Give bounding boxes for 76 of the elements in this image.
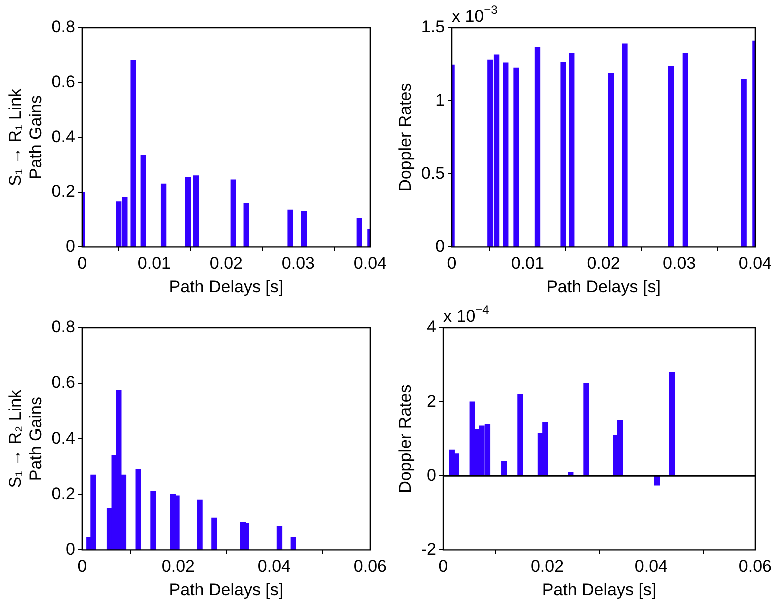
bar (290, 537, 296, 550)
bar (622, 44, 628, 248)
bar (130, 60, 136, 248)
y-axis-title: S₁ → R₁ Link Path Gains (6, 88, 46, 186)
x-axis-title: Path Delays [s] (169, 277, 284, 296)
y-tick-label: 0.4 (52, 127, 76, 146)
bar (503, 62, 509, 248)
x-tick-label: 0.02 (162, 557, 195, 576)
bar (197, 500, 203, 550)
x-tick-label: 0.06 (738, 557, 772, 576)
bar (136, 469, 142, 550)
y-tick-label: -2 (421, 540, 437, 559)
y-tick-label: 0.2 (52, 182, 76, 202)
x-tick-label: 0.04 (258, 557, 291, 576)
y-tick-label: 0.8 (52, 18, 76, 37)
bar (140, 155, 146, 248)
bar (230, 180, 236, 248)
x-tick-label: 0.01 (138, 254, 171, 274)
x-tick-label: 0.04 (354, 254, 388, 274)
y-tick-label: 2 (427, 392, 437, 411)
y-tick-label: 0 (436, 236, 446, 256)
bar (288, 210, 294, 248)
bar (534, 47, 541, 248)
x-axis-title: Path Delays [s] (542, 580, 657, 600)
bar (212, 518, 218, 550)
x-tick-label: 0.03 (282, 254, 315, 274)
x-axis-title: Path Delays [s] (169, 580, 284, 600)
bar (682, 53, 688, 248)
y-tick-label: 0.4 (52, 428, 76, 448)
bar (356, 218, 362, 248)
bar (608, 72, 614, 248)
y-tick-label: 0 (66, 236, 76, 256)
bar (244, 203, 250, 248)
bar (502, 460, 508, 476)
y-tick-label: 0.6 (52, 72, 76, 92)
x-tick-label: 0 (78, 254, 88, 274)
bar (569, 53, 575, 248)
x-tick-label: 0 (78, 557, 88, 576)
bar (518, 394, 524, 476)
y-tick-label: 4 (427, 318, 437, 337)
bar (668, 66, 674, 248)
y-tick-label: 0.5 (421, 164, 446, 183)
y-tick-label: 1.5 (421, 18, 446, 37)
x-axis-title: Path Delays [s] (546, 277, 661, 296)
bar (669, 372, 676, 476)
y-tick-label: 0 (427, 466, 437, 485)
x-tick-label: 0.06 (354, 557, 388, 576)
bar (193, 176, 200, 248)
bar (174, 496, 180, 550)
bar (560, 62, 566, 248)
y-axis-title: Doppler Rates (396, 83, 415, 192)
x-tick-label: 0.02 (210, 254, 243, 274)
bar (185, 177, 192, 248)
y-tick-label: 0.2 (52, 484, 76, 504)
y-tick-label: 0 (66, 540, 76, 559)
x-tick-label: 0.04 (738, 254, 772, 274)
bar (301, 211, 308, 248)
x-tick-label: 0.04 (634, 557, 668, 576)
bar (617, 420, 624, 476)
bar (150, 492, 156, 550)
bar (90, 474, 96, 550)
y-tick-label: 0.6 (52, 373, 76, 392)
x-tick-label: 0.03 (663, 254, 696, 274)
y-tick-label: 0.8 (52, 318, 76, 337)
bar (276, 526, 283, 550)
x-tick-label: 0.02 (530, 557, 564, 576)
y-tick-label: 1 (436, 90, 446, 110)
bar (514, 68, 520, 248)
bar (741, 80, 747, 248)
x-tick-label: 0.01 (511, 254, 544, 274)
bar (454, 454, 460, 476)
y-axis-title: Doppler Rates (396, 384, 415, 494)
y-axis-title: S₁ → R₂ Link Path Gains (6, 389, 46, 488)
bar (584, 383, 590, 476)
bar (160, 184, 167, 248)
x-tick-label: 0.02 (587, 254, 620, 274)
